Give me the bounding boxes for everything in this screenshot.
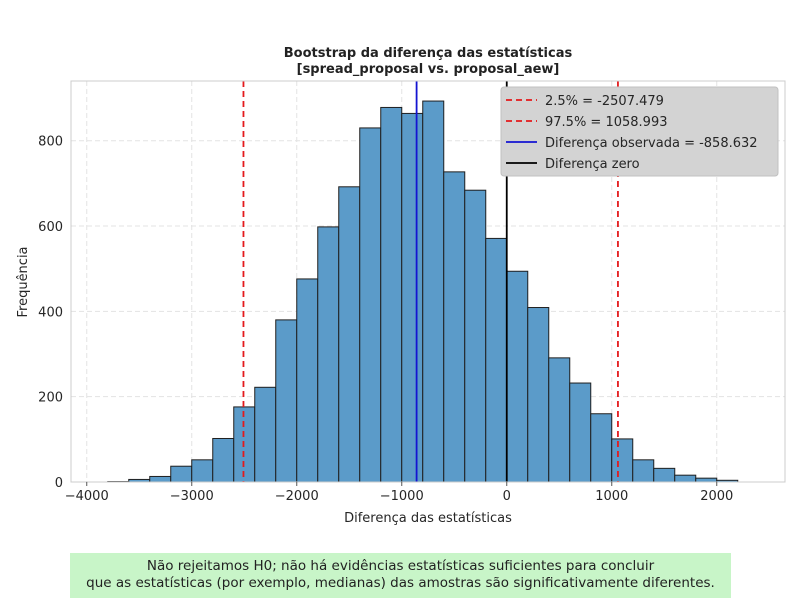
y-tick-label: 0 <box>55 476 63 491</box>
x-tick-label: −1000 <box>380 489 424 504</box>
reference-lines <box>242 81 619 482</box>
histogram-bar <box>443 171 466 483</box>
histogram-bar <box>359 127 382 483</box>
histogram-bar <box>422 100 445 483</box>
plot-frame <box>70 80 786 483</box>
histogram-bar <box>464 189 487 483</box>
y-axis-ticks: 0 200 400 600 800 <box>38 135 63 491</box>
y-tick-label: 200 <box>38 391 63 406</box>
histogram-bar <box>338 186 361 483</box>
conclusion-line-1: Não rejeitamos H0; não há evidências est… <box>146 558 655 574</box>
legend-label: 97.5% = 1058.993 <box>545 115 667 130</box>
legend-box <box>500 86 779 177</box>
histogram-bar <box>674 474 697 483</box>
histogram-bar <box>401 112 424 483</box>
histogram-bar <box>149 475 172 483</box>
histogram-bars <box>107 100 739 483</box>
x-tick-label: 0 <box>503 489 511 504</box>
legend-label: Diferença zero <box>545 157 640 172</box>
legend-label: 2.5% = -2507.479 <box>545 94 664 109</box>
histogram-bar <box>254 386 277 483</box>
histogram-bar <box>569 382 592 483</box>
x-tick-label: −2000 <box>275 489 319 504</box>
histogram-bar <box>296 278 319 483</box>
histogram-bar <box>485 237 508 483</box>
x-tick-label: −4000 <box>65 489 109 504</box>
histogram-chart: Bootstrap da diferença das estatísticas … <box>16 46 786 526</box>
y-tick-label: 800 <box>38 135 63 150</box>
conclusion-box: Não rejeitamos H0; não há evidências est… <box>70 553 731 598</box>
histogram-bar <box>275 319 298 483</box>
histogram-bar <box>548 357 571 483</box>
x-tick-label: −3000 <box>170 489 214 504</box>
histogram-bar <box>611 438 634 483</box>
histogram-bar <box>527 307 550 483</box>
conclusion-line-2: que as estatísticas (por exemplo, median… <box>86 575 715 591</box>
y-axis-label: Frequência <box>16 246 31 317</box>
histogram-bar <box>506 270 529 483</box>
y-tick-label: 400 <box>38 305 63 320</box>
x-tick-label: 2000 <box>700 489 733 504</box>
histogram-bar <box>170 465 193 483</box>
x-axis-label: Diferença das estatísticas <box>344 511 512 526</box>
histogram-bar <box>212 437 235 483</box>
y-tick-label: 600 <box>38 220 63 235</box>
histogram-bar <box>695 477 718 483</box>
legend-label: Diferença observada = -858.632 <box>545 136 758 151</box>
chart-subtitle: [spread_proposal vs. proposal_aew] <box>297 62 560 77</box>
histogram-bar <box>653 467 676 483</box>
legend: 2.5% = -2507.479 97.5% = 1058.993 Diferenç… <box>500 86 779 177</box>
chart-title: Bootstrap da diferença das estatísticas <box>284 46 573 61</box>
histogram-bar <box>317 226 340 483</box>
histogram-bar <box>590 413 613 483</box>
histogram-bar <box>380 106 403 483</box>
x-axis-ticks: −4000 −3000 −2000 −1000 0 1000 2000 <box>65 482 733 504</box>
x-tick-label: 1000 <box>595 489 628 504</box>
histogram-bar <box>632 459 655 483</box>
histogram-bar <box>191 459 214 483</box>
